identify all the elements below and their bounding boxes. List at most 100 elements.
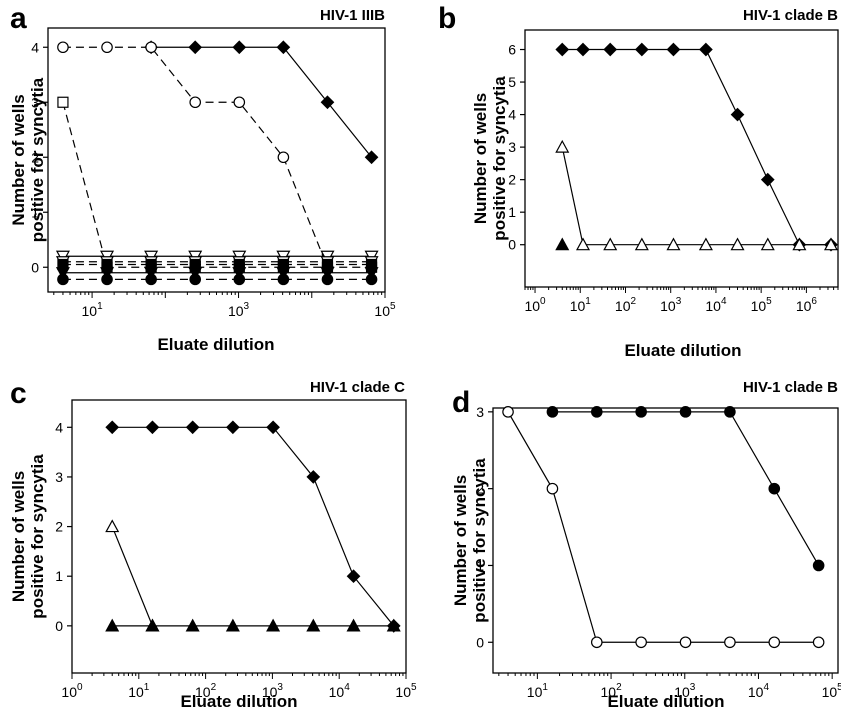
y-tick-label: 4: [31, 39, 39, 55]
plot-frame: [524, 29, 839, 288]
data-point: [144, 267, 159, 281]
data-point: [666, 42, 681, 57]
data-point: [100, 267, 115, 281]
data-point: [635, 406, 647, 418]
data-point: [724, 636, 736, 649]
y-tick-label: 6: [508, 42, 516, 58]
y-axis-label: Number of wellspositive for syncytia: [451, 458, 489, 623]
x-tick-label: 100: [524, 296, 546, 314]
panel-title: HIV-1 clade C: [310, 379, 405, 396]
data-point: [233, 96, 246, 109]
y-tick-label: 4: [508, 107, 516, 123]
x-axis-label: Eluate dilution: [157, 335, 274, 354]
data-point: [603, 237, 618, 251]
data-point: [346, 569, 361, 584]
series-circle-open: [502, 406, 825, 649]
y-tick-label: 1: [31, 204, 39, 220]
data-point: [320, 95, 335, 110]
series-circle-filled: [546, 406, 825, 572]
data-point: [145, 41, 157, 54]
y-tick-label: 5: [508, 74, 516, 90]
x-tick-label: 102: [195, 682, 217, 700]
data-point: [699, 42, 713, 57]
data-point: [364, 150, 379, 165]
data-point: [760, 172, 775, 187]
y-tick-label: 0: [55, 618, 63, 634]
panel-title: HIV-1 clade B: [743, 379, 838, 396]
data-point: [233, 273, 246, 286]
x-tick-label: 105: [751, 296, 773, 314]
data-point: [105, 618, 120, 632]
data-point: [634, 42, 649, 57]
y-tick-label: 1: [55, 568, 63, 584]
data-point: [225, 618, 240, 632]
data-point: [546, 406, 559, 418]
panel-letter: c: [10, 377, 27, 410]
series-line: [62, 102, 372, 268]
data-point: [730, 237, 745, 251]
data-point: [105, 519, 120, 533]
data-point: [185, 420, 200, 435]
data-point: [555, 237, 570, 251]
data-point: [576, 42, 590, 57]
data-point: [277, 151, 290, 164]
data-point: [145, 618, 160, 632]
data-point: [698, 237, 713, 251]
data-point: [320, 267, 335, 281]
data-point: [634, 237, 649, 251]
x-tick-label: 105: [822, 682, 841, 700]
x-axis-label: Eluate dilution: [180, 692, 297, 711]
data-point: [364, 267, 379, 281]
data-point: [188, 40, 203, 55]
data-point: [792, 237, 807, 251]
data-point: [266, 420, 280, 435]
data-point: [57, 273, 69, 286]
x-axis-label: Eluate dilution: [624, 341, 741, 360]
data-point: [189, 96, 202, 109]
series-line: [112, 426, 395, 627]
y-tick-label: 3: [31, 94, 39, 110]
data-point: [768, 482, 781, 495]
panel-letter: d: [452, 386, 470, 419]
series-circle-open: [57, 41, 334, 274]
x-tick-label: 103: [262, 682, 284, 700]
data-point: [768, 636, 781, 649]
y-tick-label: 2: [508, 172, 516, 188]
x-tick-label: 102: [600, 682, 622, 700]
series-triangle-open: [105, 519, 160, 632]
x-tick-label: 100: [61, 682, 83, 700]
data-point: [590, 406, 603, 418]
x-tick-label: 103: [674, 682, 696, 700]
series-diamond-filled: [144, 40, 379, 165]
panel-letter: a: [10, 2, 27, 35]
y-tick-label: 3: [55, 469, 63, 485]
data-point: [346, 618, 361, 632]
data-point: [812, 636, 825, 649]
data-point: [321, 273, 334, 286]
y-tick-label: 2: [31, 149, 39, 165]
panel-letter: b: [438, 2, 456, 35]
data-point: [365, 273, 378, 286]
y-tick-label: 2: [476, 481, 484, 497]
data-point: [546, 482, 559, 495]
x-tick-label: 101: [570, 296, 592, 314]
panel-a: a HIV-1 IIIB 0 1 2 3 4 101 103 105 Eluate dilution…: [9, 2, 396, 354]
data-point: [276, 40, 291, 55]
x-tick-label: 102: [615, 296, 637, 314]
y-tick-label: 4: [55, 419, 63, 435]
data-point: [306, 618, 321, 632]
panel-b: b HIV-1 clade B 0 1 2 3 4 5 6 100 101 102 103 104 105 1…: [438, 2, 839, 360]
data-point: [386, 618, 401, 632]
x-tick-label: 101: [527, 682, 549, 700]
data-point: [666, 237, 681, 251]
data-point: [105, 420, 120, 435]
y-axis-label: Number of wellspositive for syncytia: [9, 454, 47, 619]
series-line: [562, 48, 831, 246]
data-point: [575, 237, 591, 251]
y-tick-label: 3: [476, 404, 484, 420]
data-point: [101, 41, 113, 54]
data-point: [603, 42, 618, 57]
data-point: [812, 559, 825, 572]
data-point: [590, 636, 603, 649]
y-tick-label: 0: [508, 237, 516, 253]
